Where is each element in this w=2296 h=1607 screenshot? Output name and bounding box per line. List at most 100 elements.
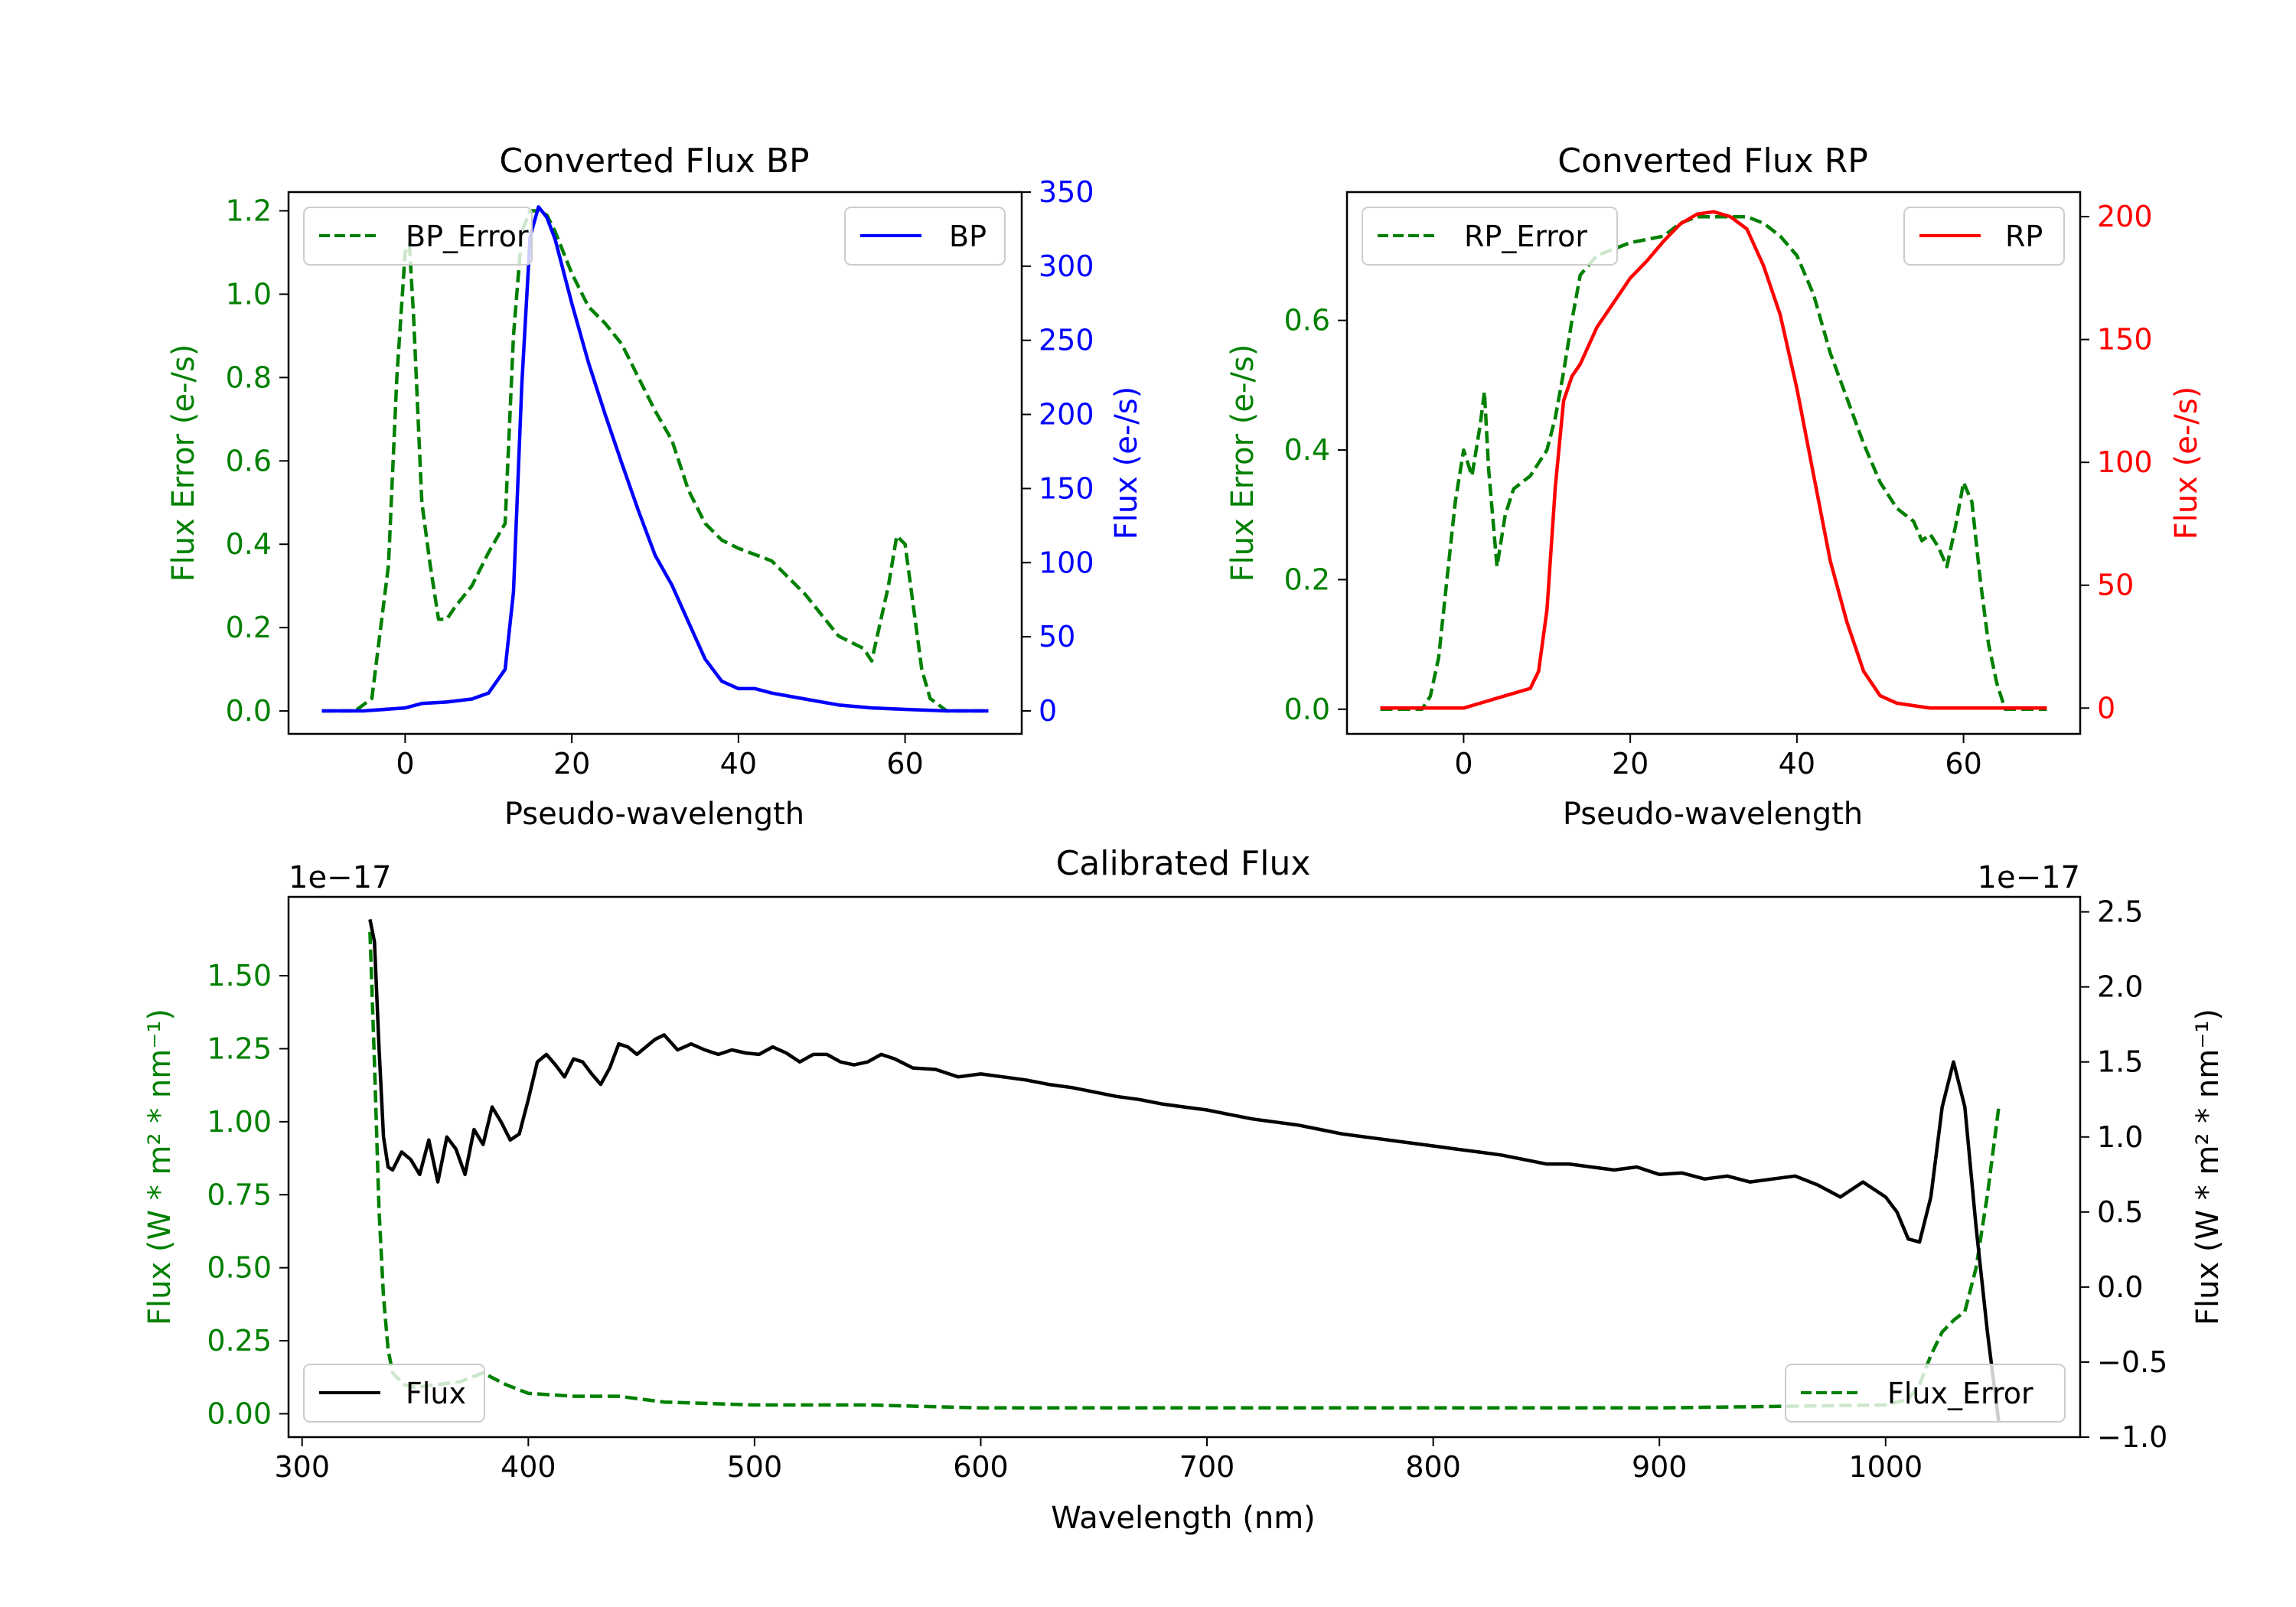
cal-ytick-left-label: 0.75 <box>207 1178 272 1211</box>
bp-series <box>321 205 989 713</box>
bp-ytick-left-label: 0.6 <box>226 444 272 478</box>
cal-legend-right-label: Flux_Error <box>1887 1377 2033 1410</box>
bp-ticks: 0 20 40 60 0.0 0.2 0.4 0.6 0.8 1.0 1.2 0 50 100 150 200… <box>226 175 1094 781</box>
rp-ytick-left-label: 0.2 <box>1284 562 1330 596</box>
cal-ytick-left-label: 1.25 <box>207 1032 272 1065</box>
bp-ytick-left-label: 0.2 <box>226 611 272 644</box>
bp-series-bp-error <box>321 209 989 713</box>
cal-legend-left-label: Flux <box>406 1377 466 1410</box>
bp-legend-left-label: BP_Error <box>406 220 529 253</box>
bp-ytick-right-label: 300 <box>1039 249 1094 283</box>
bp-ylabel-right: Flux (e-/s) <box>1109 386 1144 539</box>
rp-legend-left-label: RP_Error <box>1464 220 1587 253</box>
cal-ytick-left-label: 1.50 <box>207 959 272 993</box>
cal-ticks: 300 400 500 600 700 800 900 1000 0.00 0.25 0.50 0.7… <box>207 895 2167 1484</box>
cal-ytick-left-label: 0.25 <box>207 1324 272 1358</box>
bp-legend-left[interactable]: BP_Error <box>303 207 533 266</box>
rp-ytick-right-label: 0 <box>2097 691 2115 725</box>
cal-ytick-left-label: 0.50 <box>207 1251 272 1285</box>
cal-ytick-right-label: 1.5 <box>2097 1045 2143 1079</box>
bp-xlabel: Pseudo-wavelength <box>504 797 804 832</box>
rp-ytick-right-label: 50 <box>2097 569 2134 602</box>
bp-legend-left-box <box>303 207 533 266</box>
cal-xtick-label: 500 <box>727 1450 783 1484</box>
rp-series <box>1380 210 2047 712</box>
rp-title: Converted Flux RP <box>1557 142 1868 181</box>
rp-xtick-label: 0 <box>1454 747 1473 781</box>
cal-xtick-label: 300 <box>274 1450 330 1484</box>
rp-legend-right-box <box>1903 207 2065 266</box>
bp-ytick-right-label: 150 <box>1039 471 1094 505</box>
rp-ylabel-right: Flux (e-/s) <box>2169 386 2204 539</box>
cal-ytick-right-label: 1.0 <box>2097 1120 2143 1154</box>
rp-ytick-left-label: 0.0 <box>1284 693 1330 726</box>
cal-legend-left-box <box>303 1364 485 1423</box>
bp-ylabel-left: Flux Error (e-/s) <box>166 344 201 582</box>
bp-title: Converted Flux BP <box>499 142 809 181</box>
bp-ytick-left-label: 0.4 <box>226 527 272 561</box>
cal-ylabel-right: Flux (W * m² * nm⁻¹) <box>2190 1009 2226 1325</box>
cal-ytick-right-label: −0.5 <box>2097 1345 2167 1379</box>
cal-legend-right-box <box>1785 1364 2066 1423</box>
bp-legend-right[interactable]: BP <box>844 207 1006 266</box>
cal-ytick-right-label: 2.5 <box>2097 895 2143 929</box>
rp-legend-left[interactable]: RP_Error <box>1362 207 1618 266</box>
cal-ytick-right-label: 0.5 <box>2097 1195 2143 1229</box>
cal-ytick-right-label: 0.0 <box>2097 1270 2143 1304</box>
bp-ytick-right-label: 250 <box>1039 324 1094 357</box>
bp-ytick-left-label: 0.8 <box>226 360 272 394</box>
bp-ytick-left-label: 1.0 <box>226 277 272 311</box>
bp-ytick-right-label: 350 <box>1039 175 1094 209</box>
rp-legend-right[interactable]: RP <box>1903 207 2065 266</box>
bp-xtick-label: 20 <box>553 747 590 781</box>
cal-offset-right: 1e−17 <box>1978 860 2080 895</box>
cal-ylabel-left: Flux (W * m² * nm⁻¹) <box>142 1009 178 1325</box>
cal-xtick-label: 900 <box>1632 1450 1688 1484</box>
cal-ytick-right-label: −1.0 <box>2097 1420 2167 1454</box>
rp-ytick-right-label: 200 <box>2097 200 2153 233</box>
rp-xtick-label: 40 <box>1779 747 1815 781</box>
rp-series-rp-error <box>1380 214 2047 712</box>
cal-ytick-left-label: 1.00 <box>207 1105 272 1139</box>
cal-xlabel: Wavelength (nm) <box>1051 1501 1316 1536</box>
cal-series-flux <box>368 918 2001 1423</box>
rp-ticks: 0 20 40 60 0.0 0.2 0.4 0.6 0 50 100 150 200 <box>1284 200 2153 781</box>
rp-ytick-right-label: 100 <box>2097 445 2153 479</box>
bp-panel: Converted Flux BP Pseudo-wavelength Flux… <box>166 142 1144 832</box>
bp-xtick-label: 60 <box>886 747 923 781</box>
rp-xtick-label: 20 <box>1612 747 1649 781</box>
cal-xtick-label: 400 <box>501 1450 556 1484</box>
cal-xtick-label: 600 <box>953 1450 1009 1484</box>
cal-ytick-left-label: 0.00 <box>207 1397 272 1430</box>
cal-xtick-label: 1000 <box>1848 1450 1923 1484</box>
rp-series-rp <box>1380 210 2047 710</box>
bp-ytick-right-label: 200 <box>1039 398 1094 432</box>
rp-panel: Converted Flux RP Pseudo-wavelength Flux… <box>1225 142 2204 832</box>
rp-xtick-label: 60 <box>1945 747 1981 781</box>
cal-title: Calibrated Flux <box>1056 844 1311 883</box>
bp-ytick-right-label: 0 <box>1039 694 1057 728</box>
calibrated-panel: Calibrated Flux Wavelength (nm) 1e−17 1e… <box>142 844 2226 1536</box>
bp-plot-frame <box>287 191 1023 735</box>
bp-legend-right-label: BP <box>949 220 987 253</box>
bp-xtick-label: 0 <box>396 747 414 781</box>
bp-ytick-left-label: 0.0 <box>226 694 272 728</box>
bp-ytick-left-label: 1.2 <box>226 194 272 228</box>
bp-ytick-right-label: 50 <box>1039 620 1075 654</box>
cal-legend-left[interactable]: Flux <box>303 1364 485 1423</box>
cal-xtick-label: 700 <box>1179 1450 1235 1484</box>
cal-xtick-label: 800 <box>1405 1450 1461 1484</box>
bp-legend-right-box <box>844 207 1006 266</box>
cal-legend-right[interactable]: Flux_Error <box>1785 1364 2066 1423</box>
bp-ytick-right-label: 100 <box>1039 546 1094 579</box>
cal-offset-left: 1e−17 <box>289 860 391 895</box>
bp-series-bp <box>321 205 989 713</box>
cal-plot-frame <box>287 895 2082 1439</box>
cal-ytick-right-label: 2.0 <box>2097 970 2143 1004</box>
rp-xlabel: Pseudo-wavelength <box>1563 797 1863 832</box>
rp-ytick-left-label: 0.6 <box>1284 304 1330 337</box>
rp-plot-frame <box>1345 191 2082 735</box>
rp-ytick-right-label: 150 <box>2097 323 2153 357</box>
